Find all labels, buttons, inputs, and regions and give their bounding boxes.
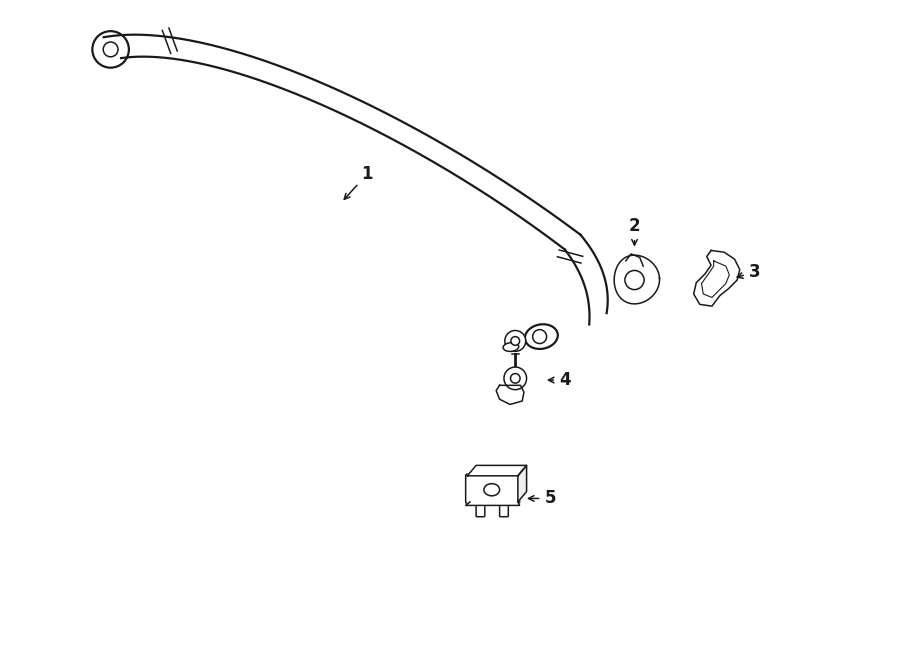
Polygon shape [467, 465, 526, 476]
FancyBboxPatch shape [500, 503, 508, 517]
Text: 5: 5 [528, 489, 556, 508]
Polygon shape [518, 465, 526, 502]
Polygon shape [496, 385, 524, 405]
Text: 1: 1 [344, 165, 374, 199]
Circle shape [505, 330, 526, 352]
Ellipse shape [484, 484, 500, 496]
Polygon shape [694, 251, 740, 306]
FancyBboxPatch shape [476, 503, 485, 517]
Ellipse shape [503, 342, 518, 352]
Circle shape [510, 373, 520, 383]
Circle shape [511, 336, 519, 345]
FancyBboxPatch shape [465, 474, 519, 504]
Circle shape [504, 367, 526, 390]
Text: 2: 2 [629, 217, 640, 245]
Text: 4: 4 [548, 371, 571, 389]
Text: 3: 3 [737, 263, 760, 281]
Polygon shape [465, 502, 519, 506]
Polygon shape [614, 255, 660, 304]
Circle shape [625, 270, 644, 290]
